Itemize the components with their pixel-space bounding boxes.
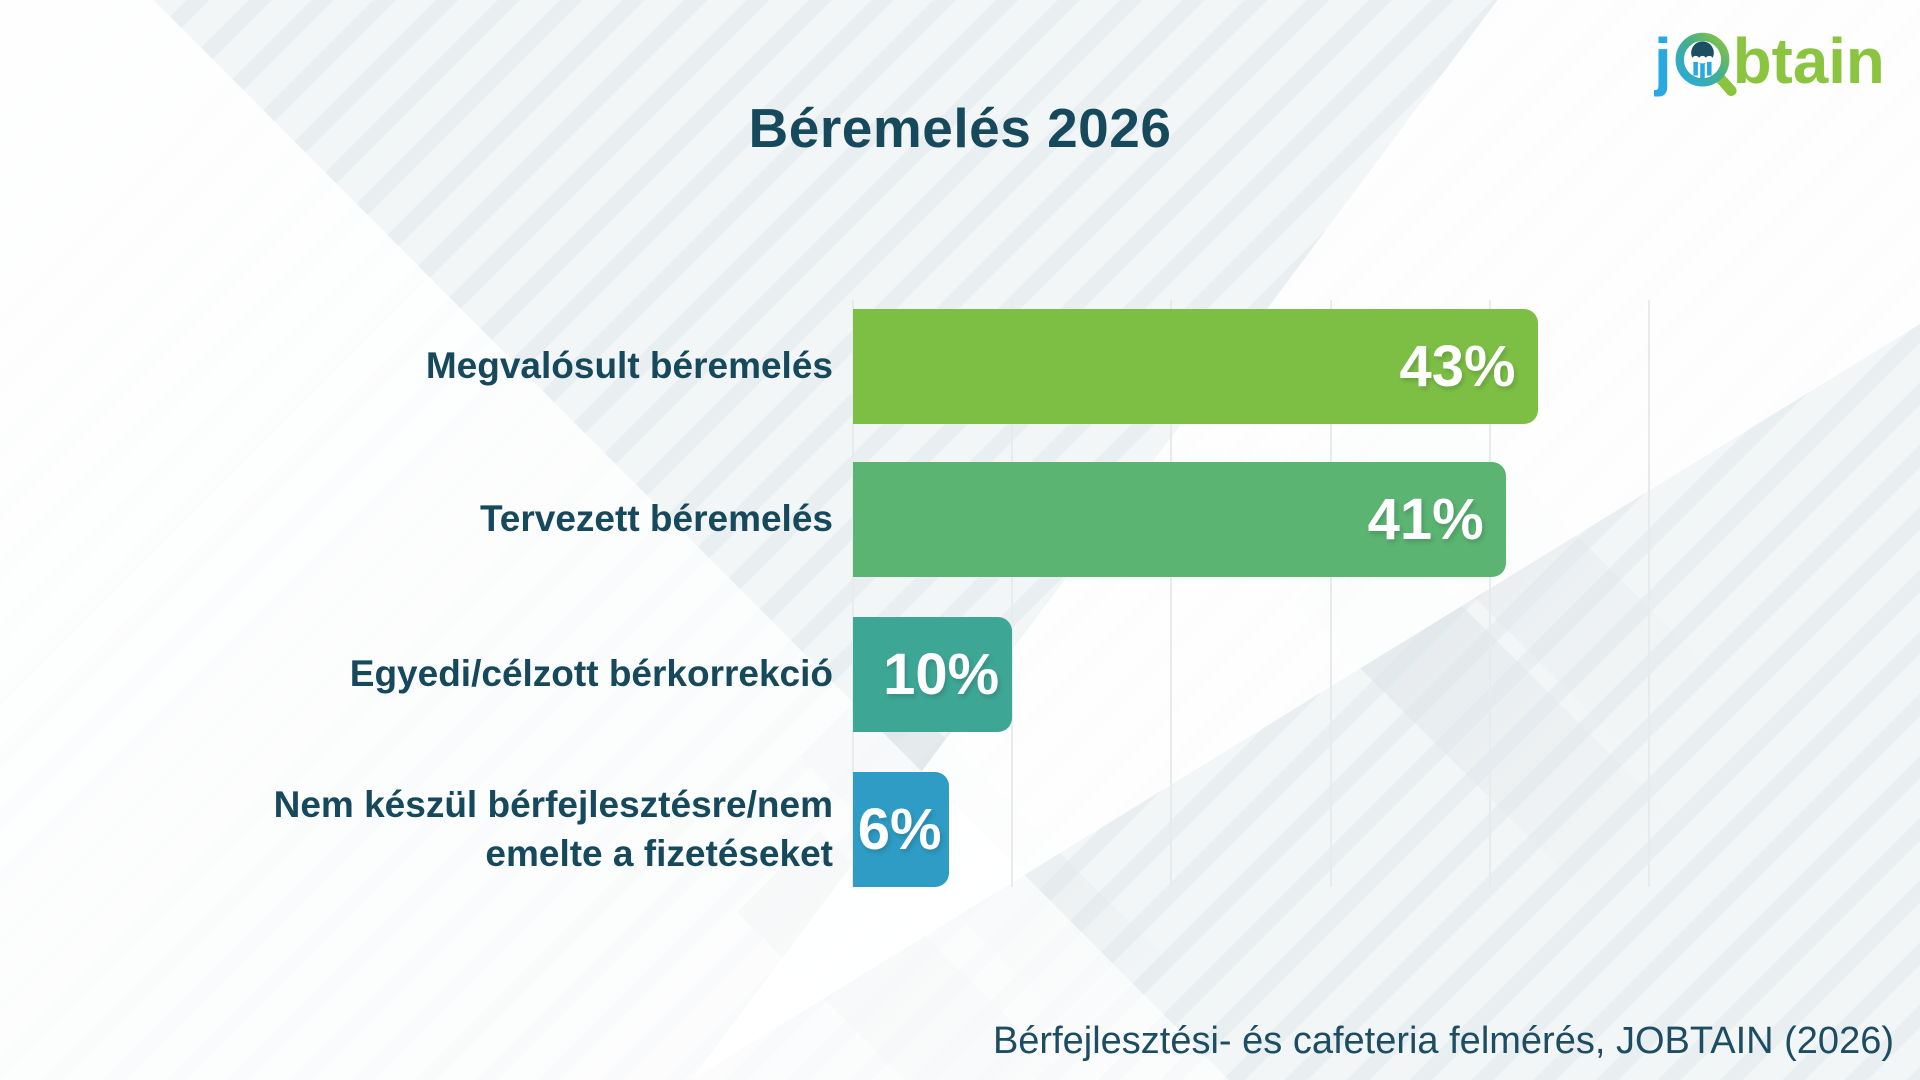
bar-track: 41% — [853, 462, 1649, 577]
plot-gridlines — [852, 300, 1650, 887]
bar-value-megvalosult: 43% — [1399, 334, 1516, 399]
gridline — [1488, 300, 1491, 887]
bar-value-egyedi: 10% — [883, 642, 1000, 707]
bar-track: 6% — [853, 772, 1649, 887]
source-note: Bérfejlesztési- és cafeteria felmérés, J… — [992, 1020, 1894, 1062]
bar-row-tervezett: Tervezett béremelés 41% — [0, 462, 1920, 577]
gridline — [852, 300, 854, 887]
bar-value-tervezett: 41% — [1367, 487, 1484, 552]
bar-megvalosult: 43% — [853, 309, 1538, 424]
logo-letter-j: j — [1654, 26, 1672, 97]
bar-row-nem-keszul: Nem készül bérfejlesztésre/nem emelte a … — [0, 772, 1920, 887]
bar-value-nem-keszul: 6% — [857, 797, 942, 862]
bar-track: 10% — [853, 617, 1649, 732]
bar-tervezett: 41% — [853, 462, 1506, 577]
gridline — [1329, 300, 1332, 887]
magnifier-people-icon — [1675, 32, 1737, 96]
jobtain-logo-graphic: j btain — [1654, 26, 1885, 97]
bar-egyedi: 10% — [853, 617, 1013, 732]
category-label-megvalosult: Megvalósult béremelés — [425, 345, 833, 387]
bar-track: 43% — [853, 309, 1649, 424]
page-title: Béremelés 2026 — [748, 97, 1172, 159]
gridline — [1648, 300, 1650, 887]
category-label-egyedi: Egyedi/célzott bérkorrekció — [349, 653, 833, 695]
gridline — [1011, 300, 1014, 887]
bar-nem-keszul: 6% — [853, 772, 949, 887]
category-label-nem-keszul: Nem készül bérfejlesztésre/nem emelte a … — [273, 783, 833, 874]
bar-chart: Megvalósult béremelés 43% Tervezett bére… — [0, 300, 1920, 887]
logo-letters-btain: btain — [1733, 26, 1885, 97]
category-label-tervezett: Tervezett béremelés — [479, 498, 833, 540]
bar-row-egyedi: Egyedi/célzott bérkorrekció 10% — [0, 617, 1920, 732]
jobtain-logo: j btain — [1654, 24, 1904, 124]
bar-row-megvalosult: Megvalósult béremelés 43% — [0, 309, 1920, 424]
gridline — [1170, 300, 1173, 887]
